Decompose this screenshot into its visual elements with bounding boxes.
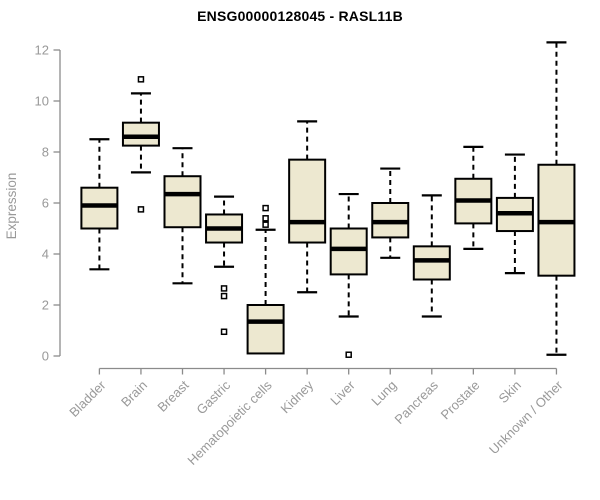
outlier-liver xyxy=(345,351,352,358)
outlier-gastric xyxy=(220,292,228,300)
x-tick-label-kidney: Kidney xyxy=(278,377,317,416)
y-tick-label: 8 xyxy=(42,145,49,160)
box-hematopoietic-cells xyxy=(246,304,285,355)
box-liver xyxy=(329,227,368,276)
x-tick-label-liver: Liver xyxy=(327,377,358,408)
y-axis-title: Expression xyxy=(4,173,19,240)
y-tick-label: 4 xyxy=(42,247,49,262)
box-kidney xyxy=(288,158,327,244)
y-tick-label: 6 xyxy=(42,196,49,211)
x-tick-label-skin: Skin xyxy=(496,378,524,406)
outlier-hematopoietic-cells xyxy=(262,204,269,212)
box-pancreas xyxy=(412,245,451,281)
outlier-hematopoietic-cells xyxy=(262,215,269,222)
x-tick-label-bladder: Bladder xyxy=(66,377,109,420)
outlier-brain xyxy=(137,206,145,213)
outlier-gastric xyxy=(220,285,228,292)
outlier-gastric xyxy=(220,328,228,336)
y-tick-label: 0 xyxy=(42,349,49,364)
x-tick-label-gastric: Gastric xyxy=(193,377,233,417)
y-tick-label: 10 xyxy=(35,94,49,109)
x-tick-label-unknown-other: Unknown / Other xyxy=(486,377,566,457)
box-breast xyxy=(163,175,202,229)
outlier-brain xyxy=(137,76,145,83)
box-bladder xyxy=(80,186,119,230)
outlier-hematopoietic-cells xyxy=(262,221,269,228)
y-tick-label: 2 xyxy=(42,298,49,313)
y-tick-label: 12 xyxy=(35,43,49,58)
x-tick-label-pancreas: Pancreas xyxy=(391,377,441,427)
x-tick-label-brain: Brain xyxy=(118,378,150,410)
x-tick-label-lung: Lung xyxy=(368,378,399,409)
chart-title: ENSG00000128045 - RASL11B xyxy=(197,8,403,24)
box-brain xyxy=(121,121,160,147)
x-tick-label-breast: Breast xyxy=(154,377,191,414)
x-tick-label-prostate: Prostate xyxy=(438,378,483,423)
